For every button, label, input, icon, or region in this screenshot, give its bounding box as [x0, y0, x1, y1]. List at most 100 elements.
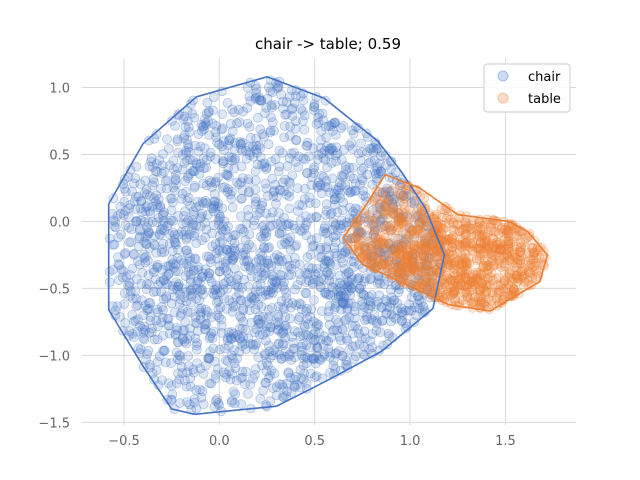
- scatter-point: [396, 267, 407, 278]
- scatter-point: [198, 153, 209, 164]
- scatter-point: [287, 111, 298, 121]
- scatter-point: [393, 207, 404, 218]
- scatter-point: [144, 206, 155, 217]
- scatter-point: [480, 286, 491, 297]
- scatter-point: [271, 276, 282, 287]
- scatter-point: [289, 147, 300, 158]
- scatter-point: [331, 250, 342, 261]
- scatter-point: [299, 124, 310, 135]
- scatter-point: [215, 211, 226, 222]
- scatter-point: [149, 193, 159, 204]
- scatter-point: [447, 242, 458, 253]
- scatter-point: [372, 209, 383, 220]
- scatter-point: [321, 242, 332, 253]
- scatter-point: [407, 263, 418, 274]
- scatter-point: [250, 304, 261, 315]
- scatter-point: [309, 274, 320, 285]
- scatter-point: [379, 208, 390, 219]
- scatter-point: [266, 100, 277, 110]
- scatter-point: [148, 267, 159, 278]
- scatter-point: [314, 327, 325, 338]
- scatter-point: [192, 264, 203, 275]
- scatter-point: [192, 326, 203, 337]
- scatter-point: [327, 325, 338, 336]
- scatter-point: [181, 186, 192, 197]
- scatter-point: [394, 212, 405, 223]
- scatter-point: [251, 263, 262, 274]
- scatter-point: [201, 251, 212, 262]
- scatter-point: [244, 305, 255, 316]
- scatter-point: [256, 95, 267, 105]
- scatter-point: [364, 291, 375, 302]
- scatter-point: [222, 254, 233, 265]
- scatter-point: [250, 293, 261, 304]
- scatter-point: [263, 285, 274, 296]
- scatter-point: [140, 206, 151, 217]
- scatter-point: [321, 176, 332, 186]
- scatter-point: [338, 120, 349, 131]
- scatter-point: [312, 341, 323, 352]
- scatter-point: [257, 311, 268, 322]
- scatter-point: [301, 303, 312, 314]
- scatter-point: [285, 232, 296, 243]
- scatter-point: [402, 254, 413, 265]
- scatter-point: [222, 356, 233, 367]
- scatter-point: [351, 231, 362, 242]
- scatter-point: [148, 174, 159, 184]
- scatter-point: [353, 225, 364, 236]
- scatter-point: [344, 162, 355, 173]
- scatter-point: [120, 220, 131, 231]
- scatter-point: [142, 255, 153, 266]
- scatter-point: [369, 165, 380, 176]
- scatter-point: [323, 236, 334, 247]
- scatter-point: [414, 303, 425, 314]
- scatter-point: [360, 273, 371, 284]
- scatter-point: [348, 206, 358, 217]
- scatter-point: [330, 364, 341, 374]
- scatter-point: [446, 233, 457, 244]
- scatter-point: [253, 254, 264, 264]
- scatter-point: [371, 144, 382, 155]
- scatter-point: [164, 328, 175, 339]
- scatter-point: [159, 345, 170, 356]
- scatter-point: [315, 244, 326, 255]
- scatter-point: [207, 182, 218, 192]
- scatter-point: [151, 286, 162, 297]
- scatter-point: [229, 263, 240, 274]
- scatter-point: [374, 202, 385, 213]
- x-tick-label: −0.5: [108, 434, 140, 449]
- scatter-point: [350, 178, 361, 189]
- scatter-point: [331, 156, 341, 167]
- scatter-point: [273, 324, 284, 335]
- scatter-point: [119, 288, 130, 299]
- scatter-point: [304, 275, 314, 286]
- scatter-point: [353, 123, 364, 133]
- scatter-point: [234, 323, 245, 334]
- scatter-point: [329, 304, 340, 315]
- scatter-point: [398, 190, 409, 201]
- scatter-point: [181, 286, 192, 297]
- scatter-point: [163, 378, 174, 389]
- scatter-point: [130, 204, 141, 215]
- scatter-point: [212, 244, 223, 255]
- scatter-point: [313, 320, 324, 330]
- scatter-point: [170, 239, 181, 250]
- scatter-point: [309, 335, 320, 346]
- scatter-point: [199, 114, 210, 125]
- scatter-point: [243, 255, 254, 266]
- scatter-point: [123, 280, 134, 291]
- scatter-point: [207, 241, 218, 252]
- scatter-point: [198, 368, 209, 379]
- scatter-point: [516, 242, 527, 253]
- scatter-point: [337, 298, 348, 309]
- scatter-point: [211, 280, 222, 291]
- scatter-point: [279, 304, 290, 314]
- scatter-point: [338, 299, 349, 310]
- scatter-point: [181, 338, 192, 349]
- scatter-point: [319, 262, 330, 273]
- scatter-point: [197, 196, 208, 207]
- scatter-point: [210, 154, 221, 164]
- scatter-point: [324, 121, 334, 131]
- scatter-point: [330, 150, 341, 161]
- scatter-point: [481, 280, 492, 291]
